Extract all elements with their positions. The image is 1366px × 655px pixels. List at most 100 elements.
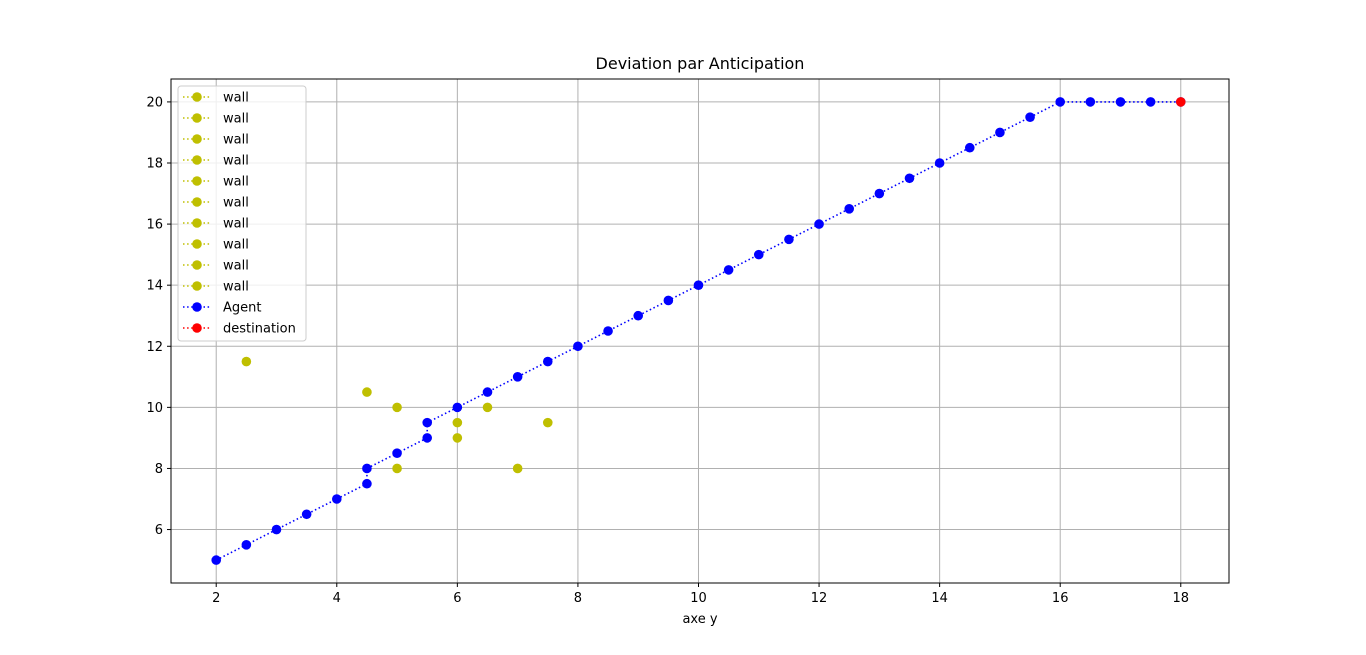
data-point-agent — [271, 524, 282, 535]
data-point-agent — [1115, 97, 1126, 107]
series-wall — [542, 417, 553, 428]
data-point-agent — [784, 234, 794, 245]
legend-label: wall — [223, 112, 249, 127]
data-point-agent — [874, 188, 885, 199]
legend-entry: Agent — [183, 301, 261, 316]
series-agent — [211, 97, 1186, 565]
data-point-agent — [1085, 97, 1096, 107]
plot-frame — [170, 78, 1230, 584]
x-tick-label: 14 — [931, 591, 948, 606]
data-point-agent — [964, 142, 975, 153]
data-point-agent — [753, 249, 764, 260]
legend-marker — [192, 239, 202, 249]
chart-title: Deviation par Anticipation — [596, 54, 805, 73]
data-point-wall — [452, 417, 463, 428]
legend-marker — [192, 218, 202, 228]
data-point-wall — [512, 463, 523, 474]
legend: wall wall wall wall wall wall wall wall wall wall… — [177, 85, 307, 342]
y-tick-label: 6 — [155, 523, 163, 538]
x-tick-label: 12 — [811, 591, 828, 606]
legend-marker — [192, 134, 202, 144]
legend-label: Agent — [223, 301, 261, 316]
x-tick-label: 6 — [453, 591, 461, 606]
legend-entry: wall — [183, 196, 249, 211]
data-point-agent — [844, 204, 855, 214]
data-point-agent — [301, 509, 312, 520]
legend-marker — [192, 197, 202, 207]
legend-label: wall — [223, 217, 249, 232]
legend-box — [177, 85, 307, 342]
legend-label: wall — [223, 133, 249, 148]
data-point-wall — [542, 417, 553, 428]
y-tick-label: 20 — [146, 95, 163, 110]
data-point-agent — [1025, 112, 1035, 122]
x-tick-label: 10 — [690, 591, 707, 606]
legend-label: wall — [223, 91, 249, 106]
y-tick-label: 10 — [146, 401, 163, 416]
data-point-agent — [452, 402, 463, 413]
data-point-wall — [241, 356, 252, 367]
x-tick-label: 16 — [1052, 591, 1069, 606]
series-destination — [1175, 97, 1186, 107]
data-point-wall — [392, 463, 402, 474]
data-point-agent — [663, 295, 674, 306]
data-point-agent — [1055, 97, 1066, 107]
legend-entry: wall — [183, 175, 249, 190]
y-tick-label: 18 — [146, 157, 163, 172]
data-point-agent — [723, 265, 734, 275]
series-wall — [452, 417, 463, 428]
data-point-agent — [331, 494, 342, 504]
series-wall — [362, 387, 372, 397]
data-point-wall — [482, 402, 493, 413]
axis-ticks: 2 4 6 8 10 12 14 16 18 6 8 10 12 14 16 18 20 — [146, 95, 1189, 606]
legend-marker — [192, 302, 202, 312]
data-point-agent — [934, 158, 945, 168]
data-point-agent — [814, 219, 824, 229]
data-point-agent — [211, 555, 222, 565]
x-tick-label: 18 — [1172, 591, 1189, 606]
legend-entry: wall — [183, 259, 249, 274]
legend-label: wall — [223, 280, 249, 295]
y-tick-label: 14 — [146, 279, 163, 294]
series-wall — [392, 402, 402, 413]
legend-marker — [192, 281, 202, 291]
legend-marker — [192, 113, 202, 123]
x-axis-label: axe y — [682, 612, 717, 627]
data-point-agent — [392, 448, 402, 458]
data-point-agent — [904, 173, 915, 184]
data-point-agent — [362, 478, 372, 489]
data-point-agent — [512, 372, 523, 382]
legend-label: destination — [223, 322, 296, 337]
legend-entry: wall — [183, 133, 249, 148]
data-point-destination — [1175, 97, 1186, 107]
series-wall — [512, 463, 523, 474]
legend-label: wall — [223, 238, 249, 253]
x-tick-label: 4 — [333, 591, 341, 606]
legend-marker — [192, 260, 202, 270]
legend-entry: wall — [183, 217, 249, 232]
legend-marker — [192, 155, 202, 165]
series-wall — [452, 433, 463, 443]
y-tick-label: 12 — [146, 340, 163, 355]
legend-entry: wall — [183, 154, 249, 169]
data-point-wall — [452, 433, 463, 443]
data-point-agent — [1145, 97, 1156, 107]
data-point-agent — [995, 127, 1005, 138]
data-point-agent — [241, 540, 252, 550]
data-point-agent — [482, 387, 493, 397]
x-tick-label: 2 — [212, 591, 220, 606]
legend-marker — [192, 323, 202, 333]
series-wall — [392, 463, 402, 474]
data-point-agent — [362, 463, 372, 474]
data-point-agent — [422, 417, 433, 428]
legend-entry: wall — [183, 280, 249, 295]
legend-label: wall — [223, 196, 249, 211]
legend-entry: destination — [183, 322, 296, 337]
legend-entry: wall — [183, 238, 249, 253]
data-point-agent — [633, 310, 644, 321]
data-point-agent — [573, 341, 583, 352]
y-tick-label: 8 — [155, 462, 163, 477]
data-point-wall — [392, 402, 402, 413]
data-point-agent — [603, 326, 613, 336]
